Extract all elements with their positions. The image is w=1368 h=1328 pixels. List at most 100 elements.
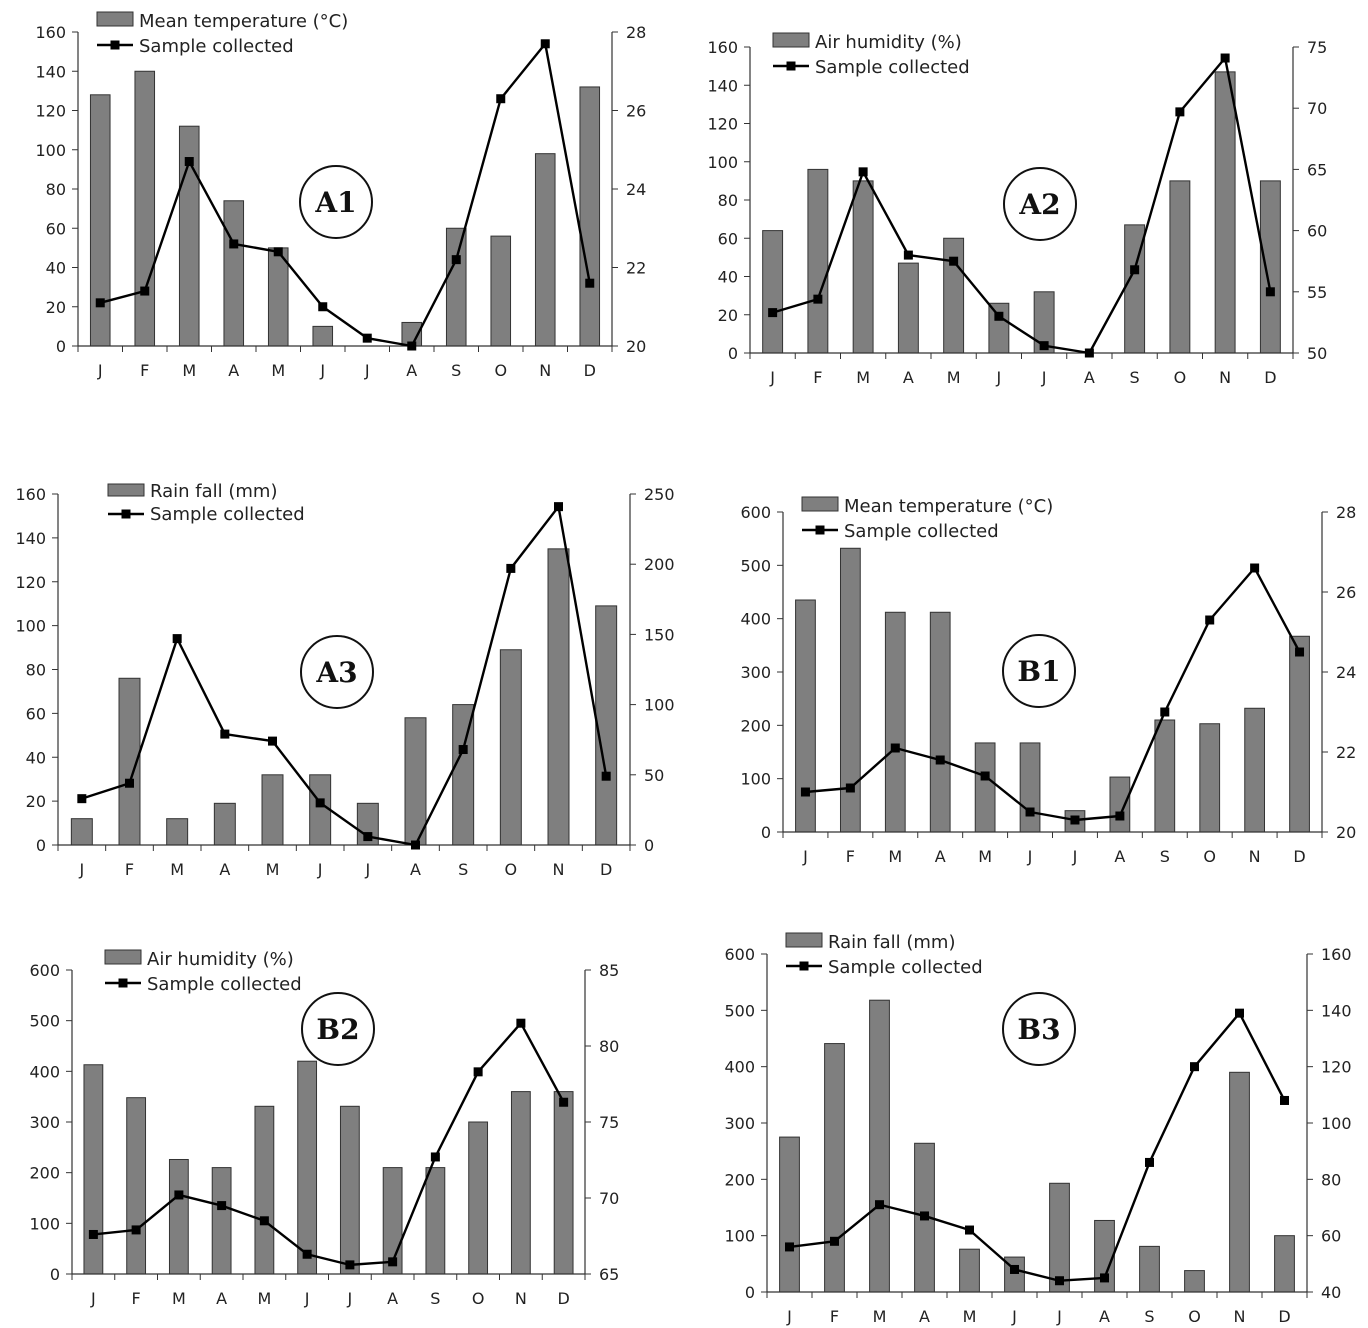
right-tick-label-b2: 80 [599, 1037, 619, 1056]
line-point-a3-10 [506, 563, 516, 573]
line-point-b2-4 [217, 1201, 227, 1211]
right-tick-label-a3: 50 [644, 766, 664, 785]
category-label-a1: J [97, 361, 103, 380]
legend-label-line-a3: Sample collected [150, 504, 305, 525]
line-point-b2-10 [473, 1067, 483, 1077]
line-point-b2-5 [259, 1216, 269, 1226]
line-series-b2 [93, 1022, 565, 1267]
category-label-b2: S [430, 1289, 440, 1308]
bar-b2-9 [425, 1167, 446, 1275]
legend-swatch-bar-b2 [104, 949, 142, 965]
chart-panel-a1: 0 20 40 60 80 100 120 140 160 20 22 24 26 28 J F M A M J J A S… [35, 11, 646, 380]
left-tick-label-b3: 400 [724, 1058, 755, 1077]
category-label-a2: M [947, 368, 961, 387]
category-label-b2: A [387, 1289, 398, 1308]
category-label-b3: A [919, 1307, 930, 1326]
left-tick-label-b1: 200 [740, 716, 771, 735]
line-point-a3-11 [554, 502, 563, 512]
line-point-a2-6 [994, 311, 1004, 321]
bar-a2-3 [852, 180, 874, 354]
chart-panel-a2: 0 20 40 60 80 100 120 140 160 50 55 60 65 70 75 J F M A M J J… [707, 32, 1327, 387]
legend-swatch-bar-a1 [96, 11, 134, 27]
line-point-a1-4 [229, 239, 239, 249]
category-label-b1: J [1027, 847, 1033, 866]
category-label-b2: M [172, 1289, 186, 1308]
category-label-a2: A [1084, 368, 1095, 387]
category-label-a3: D [600, 860, 612, 879]
right-tick-label-b1: 24 [1336, 663, 1356, 682]
line-point-a1-9 [451, 255, 461, 265]
bar-b3-3 [869, 999, 890, 1293]
category-label-b3: M [963, 1307, 977, 1326]
right-tick-label-b3: 160 [1321, 945, 1352, 964]
line-point-b3-8 [1100, 1273, 1109, 1283]
right-tick-label-b3: 40 [1321, 1283, 1341, 1302]
bar-b2-12 [553, 1091, 574, 1275]
left-tick-label-a2: 140 [707, 76, 738, 95]
line-point-a3-9 [458, 745, 468, 755]
category-label-a3: M [266, 860, 280, 879]
bar-b3-2 [824, 1043, 845, 1293]
line-point-a1-3 [184, 157, 194, 167]
circle-badge-icon [300, 635, 374, 709]
line-point-b2-7 [345, 1260, 355, 1270]
bar-a2-12 [1259, 180, 1281, 354]
category-label-a3: M [170, 860, 184, 879]
line-point-b3-5 [965, 1225, 974, 1235]
left-tick-label-a2: 20 [718, 306, 738, 325]
left-tick-label-a1: 100 [35, 141, 66, 160]
panel-label-a2: A2 [1018, 188, 1060, 221]
legend-label-line-b2: Sample collected [147, 974, 302, 995]
legend-swatch-bar-b3 [785, 932, 823, 948]
right-tick-label-b3: 100 [1321, 1114, 1352, 1133]
chart-panel-a3: 0 20 40 60 80 100 120 140 160 0 50 100 150 200 250 J F M A… [15, 481, 674, 879]
line-point-a1-1 [95, 298, 105, 308]
left-tick-label-a2: 160 [707, 38, 738, 57]
category-label-a2: D [1264, 368, 1276, 387]
category-label-a2: J [1041, 368, 1047, 387]
left-tick-label-b2: 0 [50, 1265, 60, 1284]
left-tick-label-a3: 100 [15, 617, 46, 636]
line-point-b2-9 [430, 1152, 440, 1162]
left-tick-label-a3: 80 [26, 661, 46, 680]
bar-b2-3 [168, 1158, 189, 1275]
left-tick-label-a2: 60 [718, 229, 738, 248]
panel-label-a3: A3 [315, 656, 357, 689]
right-tick-label-a3: 100 [644, 696, 675, 715]
line-point-b2-6 [302, 1249, 312, 1259]
left-tick-label-b2: 300 [29, 1113, 60, 1132]
left-tick-label-a3: 60 [26, 704, 46, 723]
left-tick-label-b3: 500 [724, 1001, 755, 1020]
right-tick-label-b1: 20 [1336, 823, 1356, 842]
category-label-b2: J [347, 1289, 353, 1308]
line-point-b3-11 [1235, 1008, 1244, 1018]
left-tick-label-b1: 300 [740, 663, 771, 682]
category-label-a1: S [451, 361, 461, 380]
bar-b3-12 [1274, 1235, 1295, 1293]
line-point-b1-10 [1205, 615, 1215, 625]
left-tick-label-b3: 200 [724, 1170, 755, 1189]
left-tick-label-a1: 120 [35, 102, 66, 121]
right-tick-label-a1: 26 [626, 102, 646, 121]
square-marker-icon [799, 961, 809, 971]
category-label-b1: F [846, 847, 855, 866]
left-tick-label-a2: 120 [707, 115, 738, 134]
line-point-a3-5 [268, 736, 277, 746]
left-tick-label-b1: 100 [740, 770, 771, 789]
line-point-a2-7 [1039, 341, 1049, 351]
right-tick-label-b3: 60 [1321, 1227, 1341, 1246]
left-tick-label-a3: 20 [26, 792, 46, 811]
category-label-b2: N [515, 1289, 527, 1308]
circle-badge-icon [301, 992, 375, 1066]
category-label-b1: D [1293, 847, 1305, 866]
right-tick-label-a3: 150 [644, 625, 675, 644]
line-point-b3-9 [1145, 1157, 1154, 1167]
line-point-b1-12 [1295, 647, 1305, 657]
right-tick-label-a2: 50 [1307, 344, 1327, 363]
left-tick-label-a2: 80 [718, 191, 738, 210]
bar-a1-2 [134, 70, 156, 347]
legend-label-bar-a1: Mean temperature (°C) [139, 11, 348, 32]
square-marker-icon [118, 978, 128, 988]
left-tick-label-b2: 500 [29, 1012, 60, 1031]
